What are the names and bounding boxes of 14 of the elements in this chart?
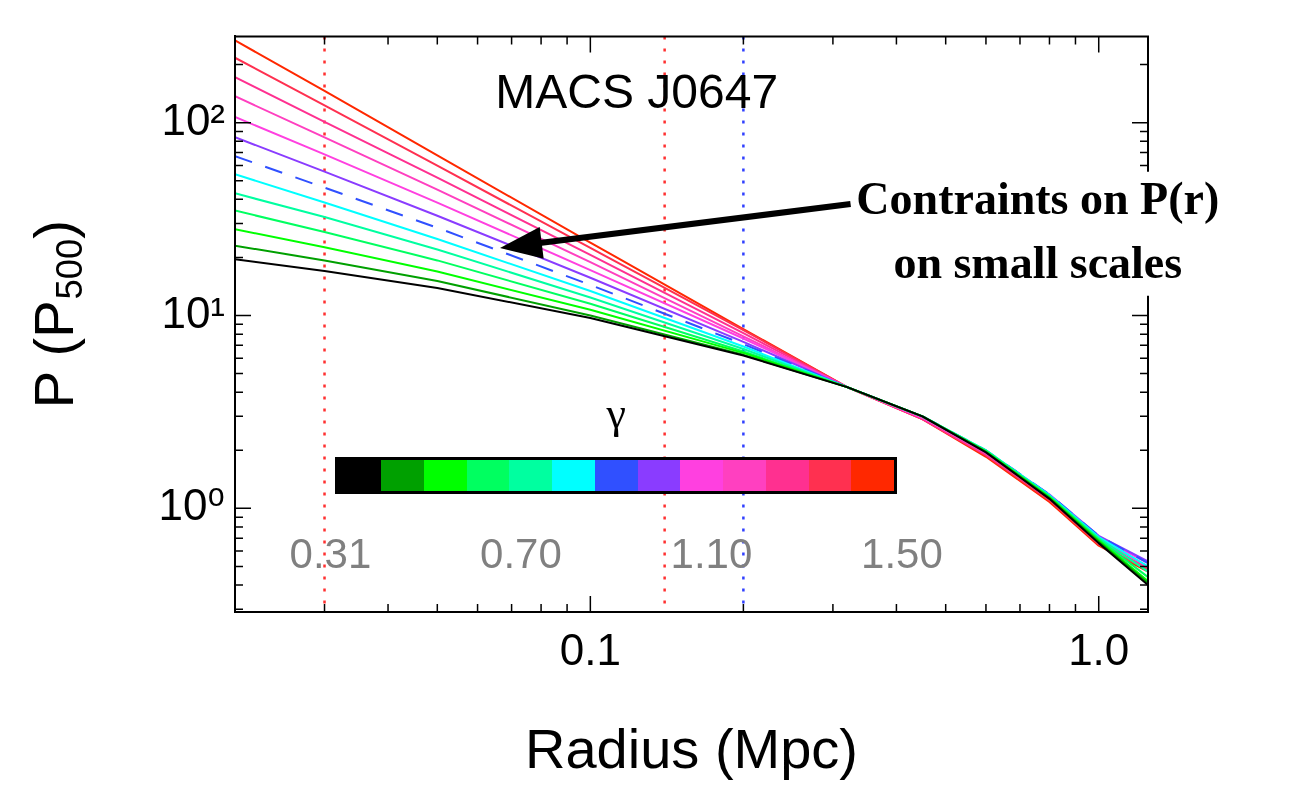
annotation: 1.50 — [861, 530, 943, 579]
annotation: 1.10 — [670, 530, 753, 579]
y-tick-label: 10⁰ — [158, 480, 225, 530]
text: MACS J0647 — [495, 64, 779, 118]
y-tick-label: 10¹ — [161, 287, 225, 337]
annotation: Contraints on P(r) on small scales — [856, 172, 1220, 288]
y-tick-label: 10² — [161, 94, 225, 144]
x-tick-label: 1.0 — [1068, 624, 1130, 674]
y-axis-title: P (P500) — [22, 220, 91, 409]
annotation: 0.70 — [480, 530, 562, 579]
color-bar-title: γ — [606, 387, 626, 439]
x-tick-label: 0.1 — [559, 624, 621, 674]
annotation: 0.31 — [289, 530, 372, 579]
x-axis-title: Radius (Mpc) — [525, 716, 858, 780]
